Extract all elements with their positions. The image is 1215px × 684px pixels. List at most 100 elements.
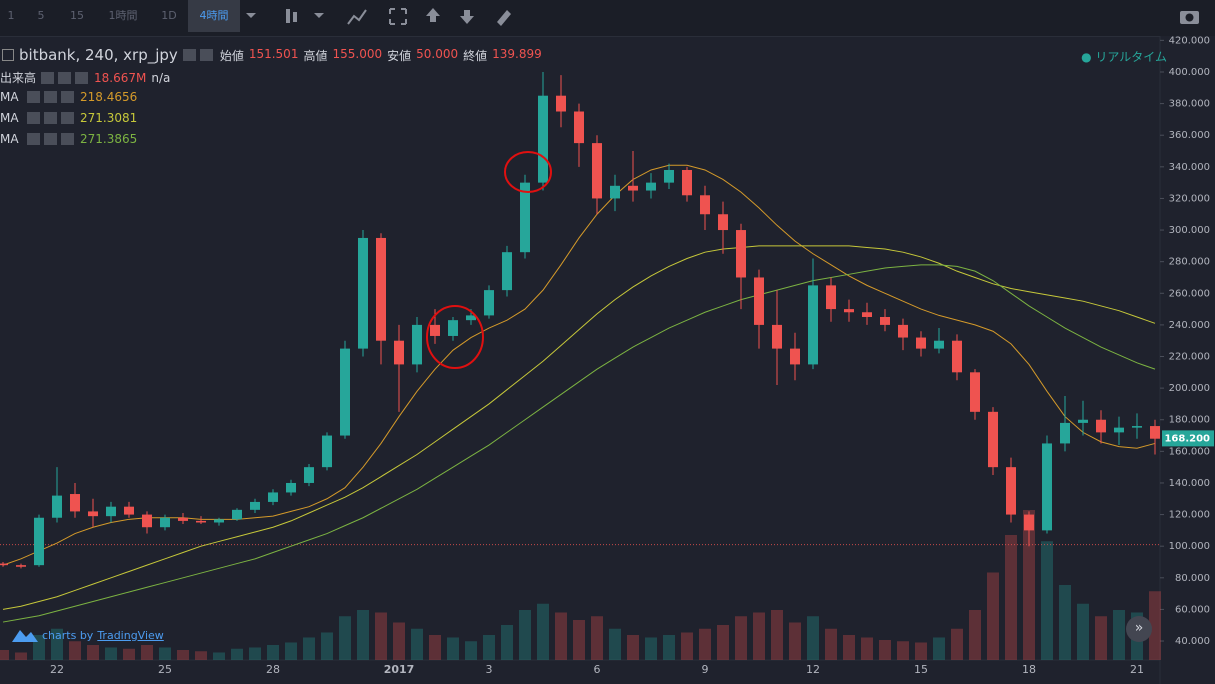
ohlc-value: 139.899 [492,46,542,61]
legend-buttons[interactable] [182,49,215,61]
y-tick-label: 220.000 [1169,352,1210,363]
candle-body [970,372,980,412]
volume-bar [735,616,747,660]
ohlc-value: 151.501 [248,46,299,61]
moving-average [2,164,1156,566]
volume-bar [357,610,369,660]
volume-bar [627,635,639,660]
volume-bar [1149,591,1161,660]
ma-name: MA [0,111,19,125]
candle-body [1114,427,1124,433]
branding-prefix: charts by [42,628,94,642]
candle-body [808,285,818,365]
y-tick-label: 260.000 [1169,288,1210,299]
x-tick-label: 18 [1022,663,1036,676]
volume-bar [1095,616,1107,660]
candle-body [736,230,746,278]
ohlc-value: 155.000 [332,46,383,61]
volume-bar [1023,510,1035,660]
volume-bar [951,628,963,660]
candle-body [610,185,620,199]
volume-bar [249,647,261,660]
x-tick-label: 6 [594,663,601,676]
volume-bar [1059,585,1071,660]
volume-bar [537,603,549,660]
legend-buttons[interactable] [41,71,90,84]
candle-body [898,324,908,338]
ma-legend: MA 218.4656 [0,90,137,104]
ohlc-label: 高値 [303,48,328,63]
candle-body [214,519,224,523]
x-tick-label: 12 [806,663,820,676]
candle-body [592,143,602,199]
candle-body [1096,419,1106,433]
indicator-icon[interactable] [347,9,367,25]
interval-button[interactable]: 1 [7,9,15,22]
candle-body [304,467,314,483]
candle-body [574,111,584,144]
interval-button[interactable]: 4時間 [188,0,240,32]
legend-buttons[interactable] [27,91,75,103]
y-tick-label: 300.000 [1169,225,1210,236]
download-icon[interactable] [460,10,474,24]
candle-body [862,312,872,317]
toolbar: 1 5 15 1時間 1D 4時間 [0,0,1215,37]
candle-icon[interactable] [286,9,290,23]
volume-legend: 出来高 18.667M n/a [0,69,170,86]
volume-bar [159,647,171,660]
y-tick-label: 360.000 [1169,130,1210,141]
toolbar-icons [246,8,1199,26]
volume-bar [609,628,621,660]
candle-body [520,182,530,253]
legend-buttons[interactable] [27,133,75,145]
candle-body [484,290,494,316]
upload-icon[interactable] [426,8,440,22]
fullscreen-icon[interactable] [389,8,407,25]
candle-body [448,320,458,336]
dropdown[interactable] [314,13,324,18]
candle-body [160,517,170,528]
volume-bar [591,616,603,660]
candle-body [376,237,386,341]
legend-buttons[interactable] [27,112,75,124]
last-price-label: 168.200 [1164,433,1210,444]
volume-bar [825,628,837,660]
volume-bar [141,645,153,660]
dropdown[interactable] [246,13,256,18]
x-tick-label: 22 [50,663,64,676]
candle-body [178,517,188,521]
volume-extra: n/a [151,70,171,85]
interval-button[interactable]: 5 [37,9,45,22]
scroll-button[interactable]: » [1126,616,1152,642]
volume-bar [717,625,729,660]
volume-bar [375,612,387,660]
candle-body [934,340,944,349]
interval-button[interactable]: 1D [161,9,177,22]
ma-legend: MA 271.3081 [0,111,137,125]
interval-button[interactable]: 1時間 [108,9,138,22]
eraser-icon[interactable] [497,10,511,26]
volume-bar [411,628,423,660]
volume-bar [483,635,495,660]
moving-average [2,245,1156,610]
branding-name[interactable]: TradingView [97,628,164,642]
volume-bar [573,620,585,660]
y-tick-label: 100.000 [1169,541,1210,552]
candle-body [1024,514,1034,531]
collapse-box[interactable] [2,49,14,61]
x-tick-label: 25 [158,663,172,676]
volume-bar [897,641,909,660]
realtime-label: リアルタイム [1095,50,1167,64]
y-tick-label: 320.000 [1169,193,1210,204]
volume-bar [1005,535,1017,660]
volume-bar [681,632,693,660]
y-tick-label: 400.000 [1169,67,1210,78]
interval-button[interactable]: 15 [70,9,84,22]
volume-bar [177,650,189,660]
volume-bar [69,641,81,660]
candle-body [790,348,800,365]
ohlc-label: 終値 [463,48,488,63]
ma-legend: MA 271.3865 [0,132,137,146]
candle-body [1060,422,1070,444]
volume-bar [933,637,945,660]
